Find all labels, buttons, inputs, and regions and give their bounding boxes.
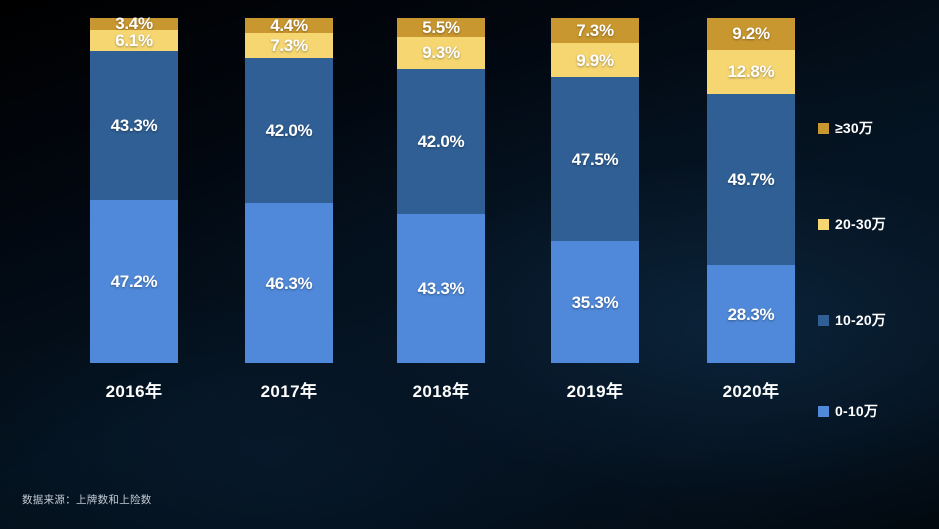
bar-segment[interactable]: 7.3% (551, 18, 639, 44)
legend-item-label: 0-10万 (835, 403, 879, 419)
bar-stack: 9.2% 12.8% 49.7% 28.3% (707, 18, 795, 363)
bar-value-label: 47.2% (110, 272, 158, 292)
bar-value-label: 46.3% (265, 273, 313, 293)
bar-segment[interactable]: 47.2% (90, 200, 178, 363)
bar-value-label: 6.1% (115, 30, 153, 50)
x-axis-label: 2019年 (566, 382, 624, 401)
bar-value-label: 9.2% (732, 24, 770, 44)
bar-segment[interactable]: 9.2% (707, 18, 795, 50)
bar-value-label: 5.5% (422, 17, 460, 37)
bar-segment[interactable]: 9.9% (551, 43, 639, 78)
bar-value-label: 49.7% (727, 170, 775, 190)
plot-area: 3.4% 6.1% 43.3% 47.2% 4.4% 7.3 (90, 14, 795, 401)
bar-value-label: 47.5% (571, 149, 619, 169)
bar-stack: 3.4% 6.1% 43.3% 47.2% (90, 14, 178, 363)
bar-value-label: 42.0% (417, 131, 465, 151)
bar-segment[interactable]: 9.3% (397, 36, 485, 69)
legend-item-label: ≥30万 (835, 120, 874, 136)
legend-swatch-icon (818, 314, 829, 326)
bar-value-label: 42.0% (265, 121, 313, 141)
chart-legend: ≥30万 20-30万 10-20万 0-10万 (818, 118, 933, 421)
bar-value-label: 4.4% (270, 16, 308, 36)
bar-stack: 4.4% 7.3% 42.0% 46.3% (245, 16, 333, 363)
x-axis-label: 2020年 (722, 382, 780, 401)
bar-segment[interactable]: 49.7% (707, 93, 795, 266)
bar-segment[interactable]: 42.0% (397, 69, 485, 214)
bar-segment[interactable]: 46.3% (245, 203, 333, 363)
legend-swatch-icon (818, 122, 829, 134)
bar-value-label: 3.4% (115, 14, 153, 34)
bar-segment[interactable]: 5.5% (397, 18, 485, 37)
bar-group: 5.5% 9.3% 42.0% 43.3% (397, 18, 485, 363)
bar-segment[interactable]: 42.0% (245, 58, 333, 204)
bar-segment[interactable]: 6.1% (90, 29, 178, 51)
bar-segment[interactable]: 43.3% (90, 50, 178, 201)
bar-group: 9.2% 12.8% 49.7% 28.3% (707, 18, 795, 363)
bar-value-label: 28.3% (727, 304, 775, 324)
bar-group: 3.4% 6.1% 43.3% 47.2% (90, 14, 178, 363)
bar-segment[interactable]: 7.3% (245, 33, 333, 59)
legend-item[interactable]: 20-30万 (818, 214, 886, 234)
x-axis-label: 2016年 (105, 382, 163, 401)
legend-item[interactable]: 0-10万 (818, 401, 878, 421)
x-axis-label: 2018年 (412, 382, 470, 401)
bar-stack: 5.5% 9.3% 42.0% 43.3% (397, 18, 485, 363)
legend-item[interactable]: ≥30万 (818, 118, 873, 138)
bar-group: 4.4% 7.3% 42.0% 46.3% (245, 16, 333, 363)
legend-item-label: 20-30万 (835, 216, 887, 232)
bar-segment[interactable]: 47.5% (551, 77, 639, 242)
source-note: 数据来源：上牌数和上险数 (22, 494, 152, 506)
bar-group: 7.3% 9.9% 47.5% 35.3% (551, 18, 639, 363)
bar-value-label: 9.3% (422, 43, 460, 63)
legend-item-label: 10-20万 (835, 312, 887, 328)
bar-value-label: 43.3% (417, 278, 465, 298)
legend-swatch-icon (818, 405, 829, 417)
bar-value-label: 9.9% (576, 50, 614, 70)
bar-segment[interactable]: 12.8% (707, 49, 795, 94)
bar-segment[interactable]: 4.4% (245, 16, 333, 36)
bar-segment[interactable]: 3.4% (90, 14, 178, 34)
bar-value-label: 43.3% (110, 115, 158, 135)
x-axis-label: 2017年 (260, 382, 318, 401)
bar-segment[interactable]: 35.3% (551, 241, 639, 363)
bar-value-label: 7.3% (270, 36, 308, 56)
bar-value-label: 35.3% (571, 292, 619, 312)
bar-segment[interactable]: 43.3% (397, 213, 485, 363)
bar-segment[interactable]: 28.3% (707, 265, 795, 363)
bar-stack: 7.3% 9.9% 47.5% 35.3% (551, 18, 639, 363)
legend-swatch-icon (818, 218, 829, 230)
bar-value-label: 7.3% (576, 21, 614, 41)
legend-item[interactable]: 10-20万 (818, 310, 886, 330)
bar-value-label: 12.8% (727, 62, 775, 82)
